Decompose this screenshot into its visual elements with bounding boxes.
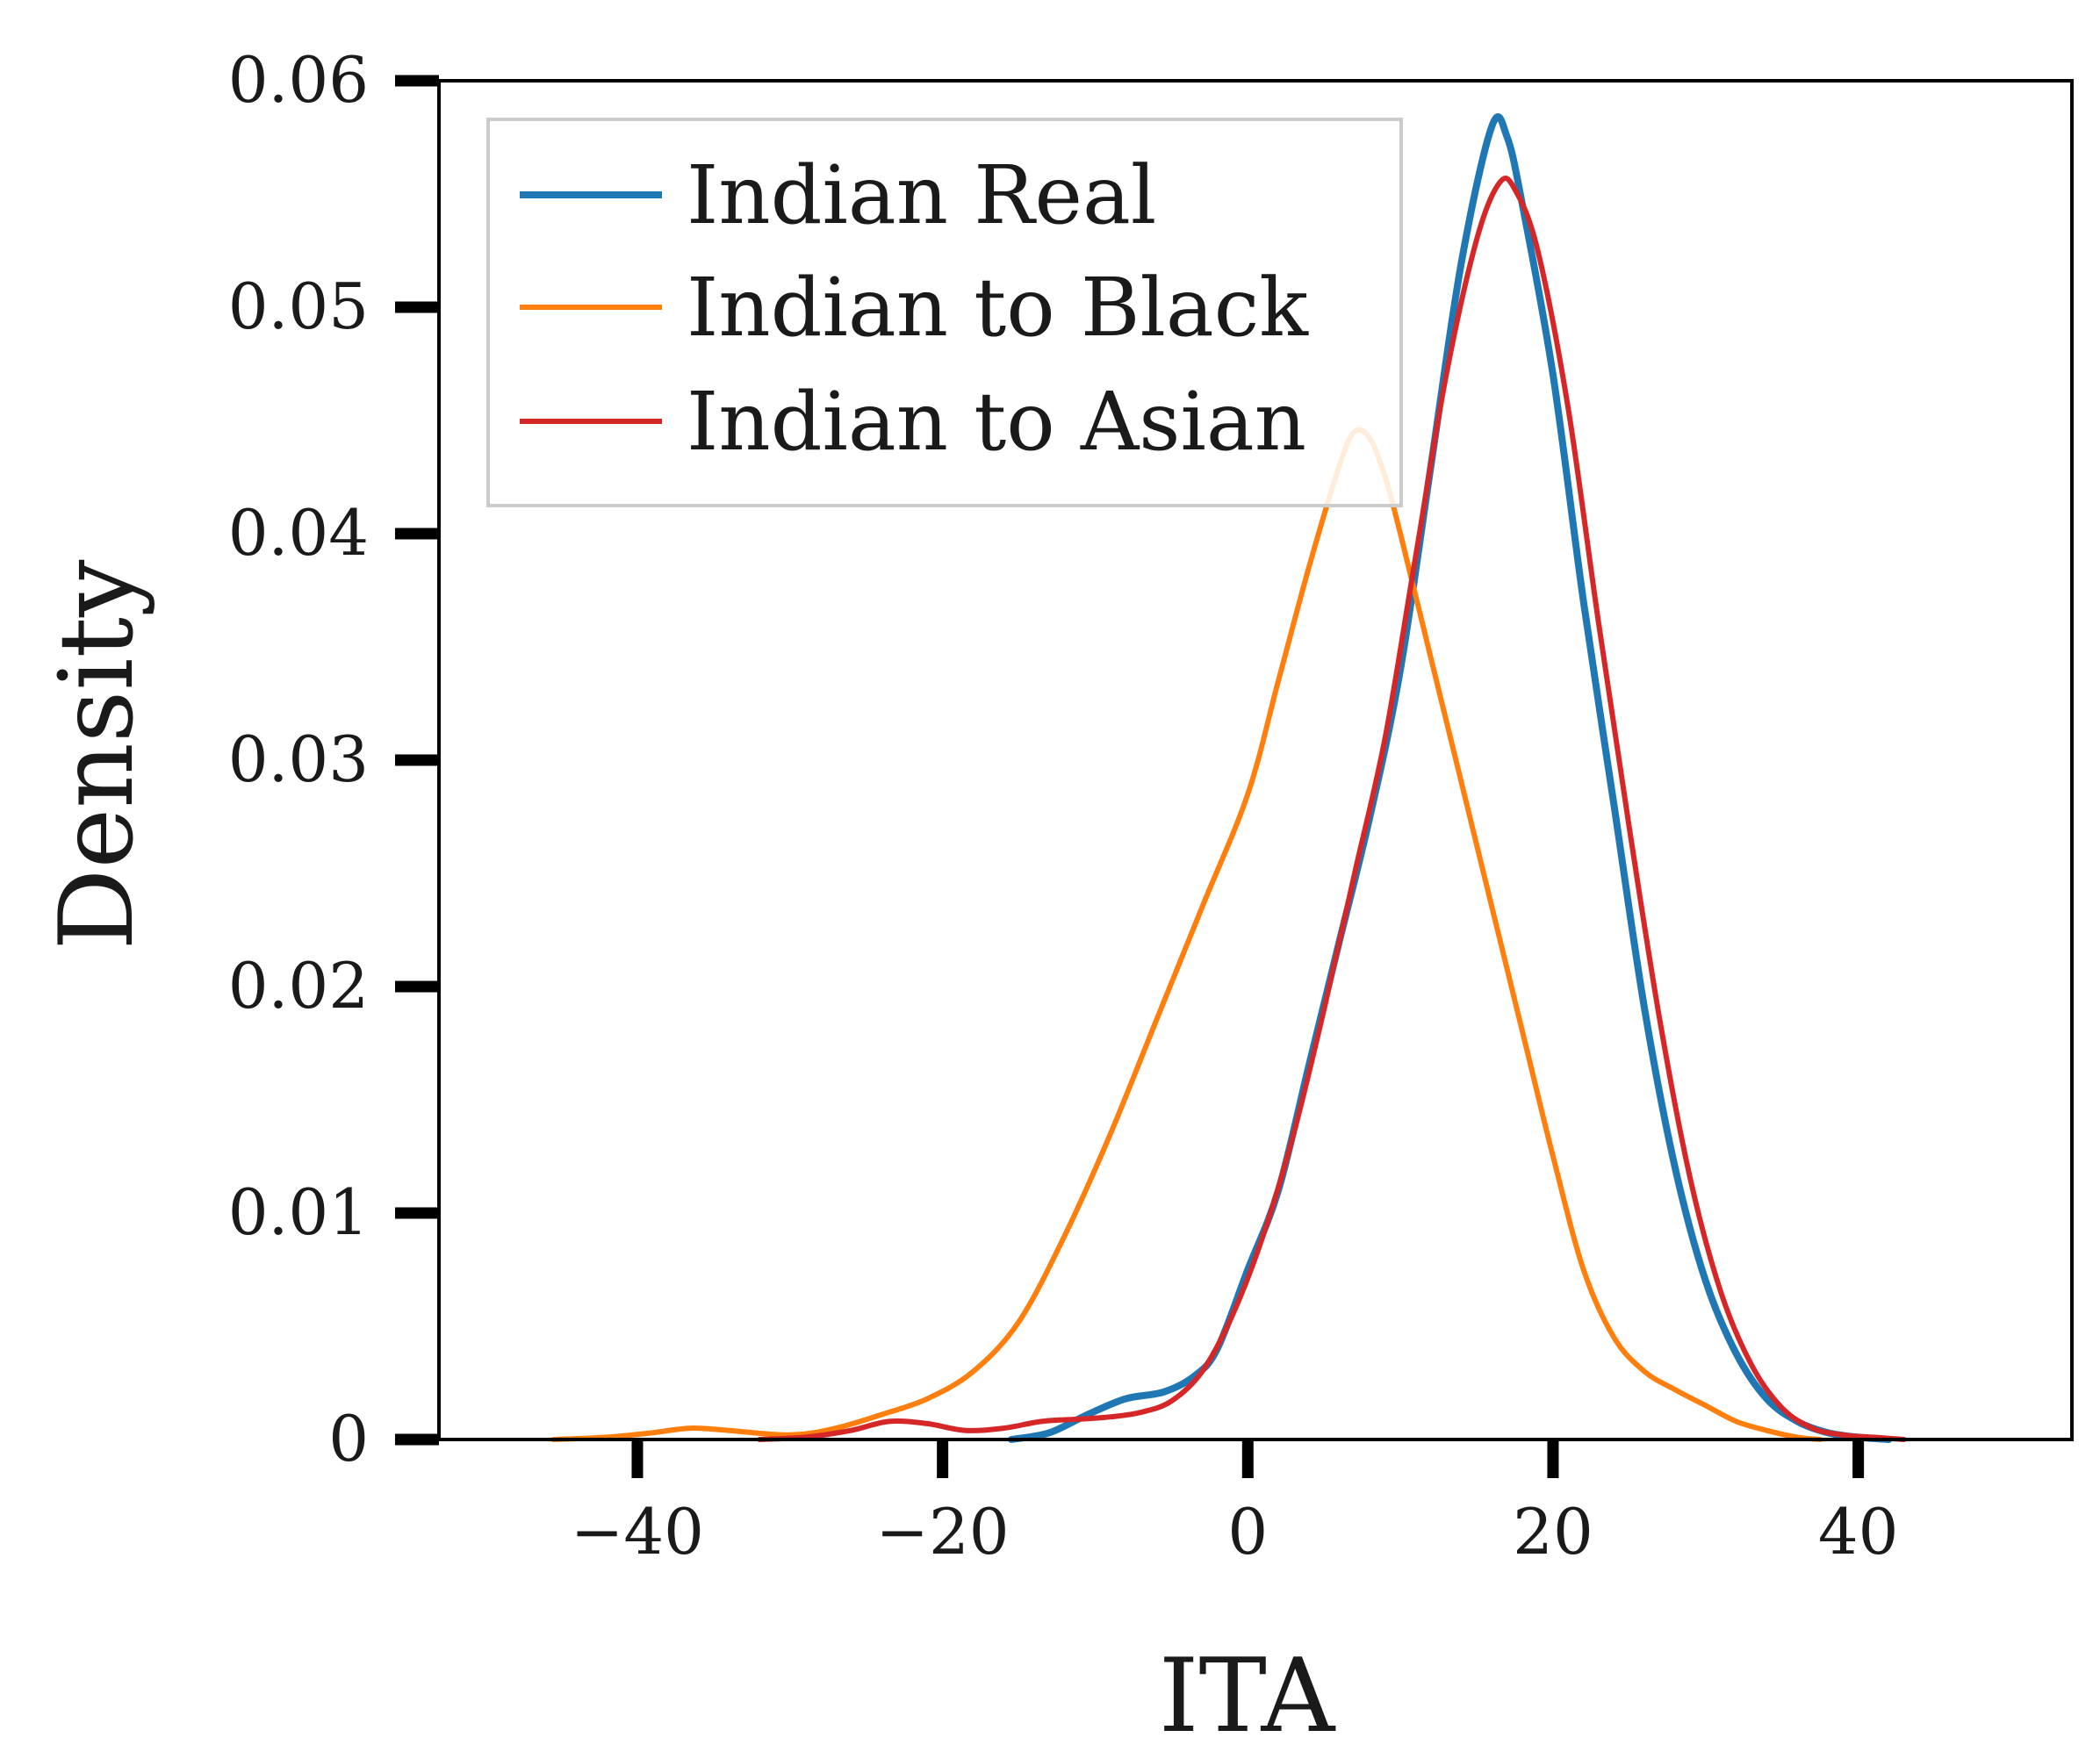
x-axis-ticks: −40 −20 0 20 40 <box>571 1440 1898 1569</box>
x-tick-label: 20 <box>1513 1495 1593 1569</box>
legend: Indian Real Indian to Black Indian to Asia… <box>486 118 1403 507</box>
y-tick-label: 0.02 <box>228 949 369 1023</box>
x-axis-title: ITA <box>1159 1637 1336 1755</box>
y-axis-title: Density <box>38 559 156 951</box>
y-tick-label: 0.06 <box>228 43 369 117</box>
y-tick-label: 0.03 <box>228 722 369 796</box>
legend-entries: Indian Real Indian to Black Indian to Asia… <box>520 148 1309 469</box>
legend-label: Indian to Black <box>687 261 1309 355</box>
legend-label: Indian Real <box>687 148 1156 242</box>
legend-label: Indian to Asian <box>687 375 1306 469</box>
legend-box <box>486 118 1403 507</box>
x-tick-label: 40 <box>1818 1495 1899 1569</box>
y-tick-label: 0 <box>328 1402 369 1475</box>
x-tick-label: −40 <box>571 1495 704 1569</box>
y-tick-label: 0.05 <box>228 269 369 343</box>
y-tick-label: 0.01 <box>228 1175 369 1249</box>
series-line-indian-to-asian <box>757 176 1907 1442</box>
plot-area-frame <box>437 79 2074 1441</box>
x-tick-label: 0 <box>1227 1495 1268 1569</box>
y-tick-label: 0.04 <box>228 496 369 570</box>
x-tick-label: −20 <box>876 1495 1010 1569</box>
y-axis-ticks: 0 0.01 0.02 0.03 0.04 0.05 0.06 <box>228 43 439 1475</box>
